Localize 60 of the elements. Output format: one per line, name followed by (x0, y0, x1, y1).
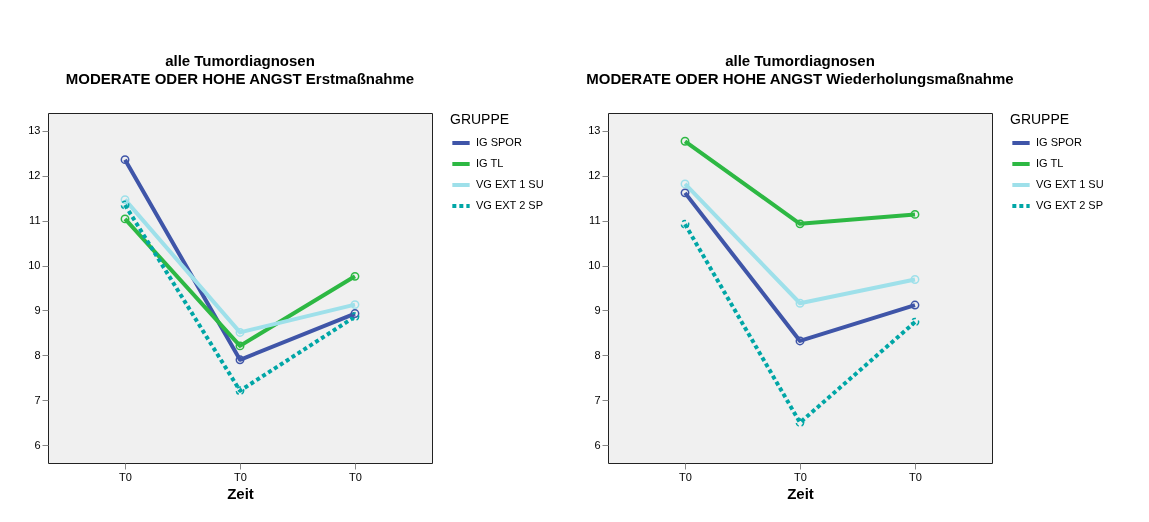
chart-title: alle Tumordiagnosen (725, 52, 875, 69)
y-tick-label: 10 (28, 259, 41, 272)
point (120, 200, 130, 210)
legend-label: VG EXT 2 SP (1036, 199, 1104, 211)
legend-title: GRUPPE (450, 111, 510, 127)
legend-label: VG EXT 1 SU (1036, 178, 1104, 190)
x-tick-label: T0 (234, 470, 247, 483)
point (795, 219, 805, 229)
point (680, 179, 690, 189)
chart-subtitle: MODERATE ODER HOHE ANGST Wiederholungsmaßnahme (586, 70, 1014, 87)
point (910, 275, 920, 284)
y-tick-label: 13 (28, 124, 41, 137)
y-tick-label: 11 (29, 214, 41, 227)
y-tick-label: 9 (34, 303, 41, 316)
point (235, 355, 245, 365)
y-tick-label: 6 (34, 438, 41, 451)
x-tick-label: T0 (349, 470, 362, 483)
y-tick-label: 6 (594, 438, 601, 451)
y-tick-label: 7 (594, 393, 601, 406)
y-tick-label: 13 (588, 124, 601, 137)
legend-label: IG TL (476, 157, 504, 169)
y-tick-label: 8 (594, 348, 601, 361)
y-tick-label: 12 (588, 169, 601, 182)
legend-title: GRUPPE (1010, 111, 1070, 127)
x-axis-title: Zeit (787, 484, 814, 502)
point (910, 209, 920, 219)
point (350, 271, 360, 281)
point (680, 188, 690, 198)
point (235, 341, 245, 351)
x-tick-label: T0 (909, 470, 922, 483)
legend-label: VG EXT 2 SP (476, 199, 544, 211)
point (795, 418, 805, 428)
legend-label: IG SPOR (1036, 136, 1082, 148)
point (680, 136, 690, 146)
chart-subtitle: MODERATE ODER HOHE ANGST Erstmaßnahme (65, 70, 415, 87)
point (795, 336, 805, 346)
point (235, 386, 245, 396)
point (795, 298, 805, 308)
y-tick-label: 8 (34, 348, 41, 361)
x-tick-label: T0 (119, 470, 132, 483)
x-tick-label: T0 (679, 470, 692, 483)
x-tick-label: T0 (794, 470, 807, 483)
point (910, 300, 920, 310)
legend-label: IG SPOR (476, 136, 522, 148)
y-tick-label: 12 (28, 169, 41, 182)
point (235, 327, 245, 337)
legend-label: VG EXT 1 SU (476, 178, 544, 190)
x-axis-title: Zeit (227, 484, 254, 502)
point (680, 219, 690, 229)
point (120, 214, 130, 224)
point (350, 300, 360, 310)
point (120, 195, 130, 205)
y-tick-label: 9 (594, 303, 601, 316)
legend-label: IG TL (1036, 157, 1064, 169)
chart-title: alle Tumordiagnosen (165, 52, 315, 69)
y-tick-label: 10 (588, 259, 601, 272)
point (120, 155, 130, 165)
y-tick-label: 7 (34, 393, 41, 406)
y-tick-label: 11 (589, 214, 601, 227)
point (910, 317, 920, 327)
